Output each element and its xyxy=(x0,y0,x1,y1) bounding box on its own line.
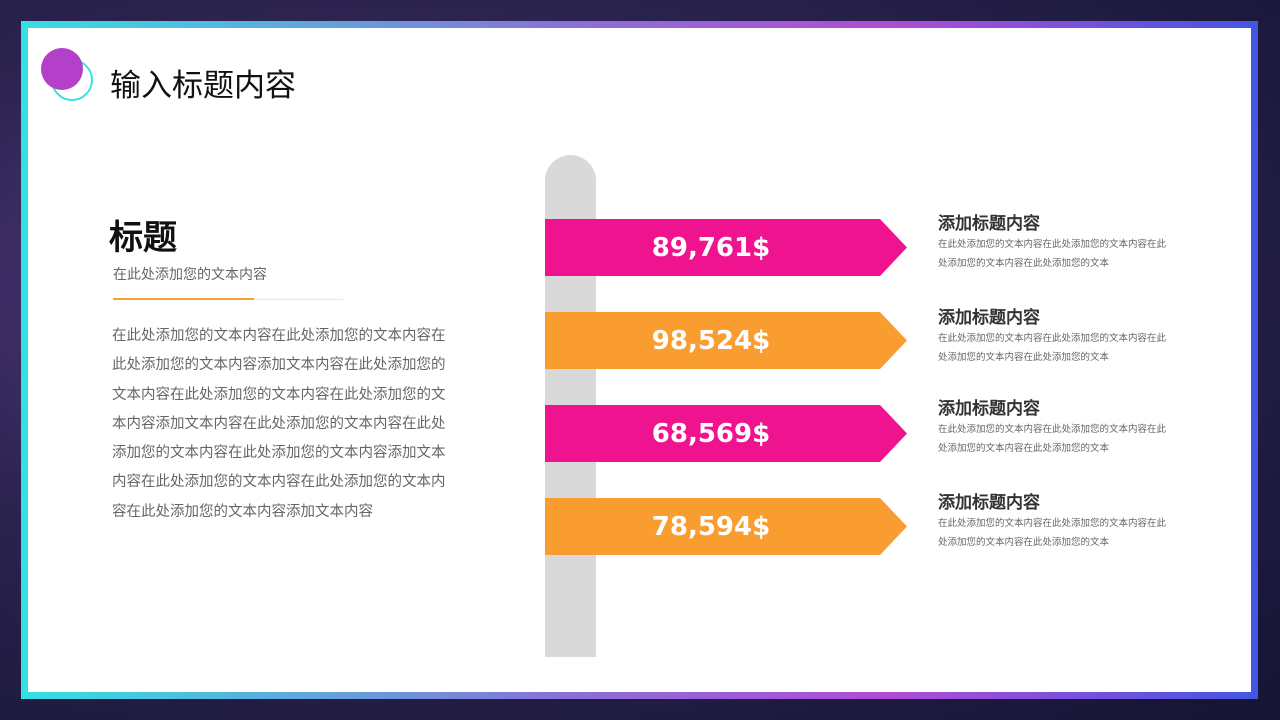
sign-value: 78,594$ xyxy=(651,511,771,542)
item-title: 添加标题内容 xyxy=(938,214,1040,234)
sign-arrow-4: 78,594$ xyxy=(545,498,907,555)
section-heading: 标题 xyxy=(109,218,177,258)
sign-value: 89,761$ xyxy=(651,232,771,263)
item-desc: 在此处添加您的文本内容在此处添加您的文本内容在此处添加您的文本内容在此处添加您的… xyxy=(938,424,1167,454)
sign-value: 98,524$ xyxy=(651,325,771,356)
sign-description-2: 添加标题内容在此处添加您的文本内容在此处添加您的文本内容在此处添加您的文本内容在… xyxy=(938,303,1178,367)
item-desc: 在此处添加您的文本内容在此处添加您的文本内容在此处添加您的文本内容在此处添加您的… xyxy=(938,518,1167,548)
sign-description-1: 添加标题内容在此处添加您的文本内容在此处添加您的文本内容在此处添加您的文本内容在… xyxy=(938,209,1178,273)
item-desc: 在此处添加您的文本内容在此处添加您的文本内容在此处添加您的文本内容在此处添加您的… xyxy=(938,333,1167,363)
item-title: 添加标题内容 xyxy=(938,308,1040,328)
item-desc: 在此处添加您的文本内容在此处添加您的文本内容在此处添加您的文本内容在此处添加您的… xyxy=(938,239,1167,269)
filled-circle-decoration xyxy=(41,48,83,90)
section-body-text: 在此处添加您的文本内容在此处添加您的文本内容在此处添加您的文本内容添加文本内容在… xyxy=(112,328,446,520)
item-title: 添加标题内容 xyxy=(938,493,1040,513)
divider xyxy=(254,299,343,300)
sign-value: 68,569$ xyxy=(651,418,771,449)
sign-arrow-1: 89,761$ xyxy=(545,219,907,276)
sign-description-3: 添加标题内容在此处添加您的文本内容在此处添加您的文本内容在此处添加您的文本内容在… xyxy=(938,394,1178,458)
section-subtitle: 在此处添加您的文本内容 xyxy=(113,267,267,283)
sign-arrow-3: 68,569$ xyxy=(545,405,907,462)
accent-underline xyxy=(113,298,254,300)
sign-description-4: 添加标题内容在此处添加您的文本内容在此处添加您的文本内容在此处添加您的文本内容在… xyxy=(938,488,1178,552)
sign-arrow-2: 98,524$ xyxy=(545,312,907,369)
page-title: 输入标题内容 xyxy=(110,68,296,104)
item-title: 添加标题内容 xyxy=(938,399,1040,419)
